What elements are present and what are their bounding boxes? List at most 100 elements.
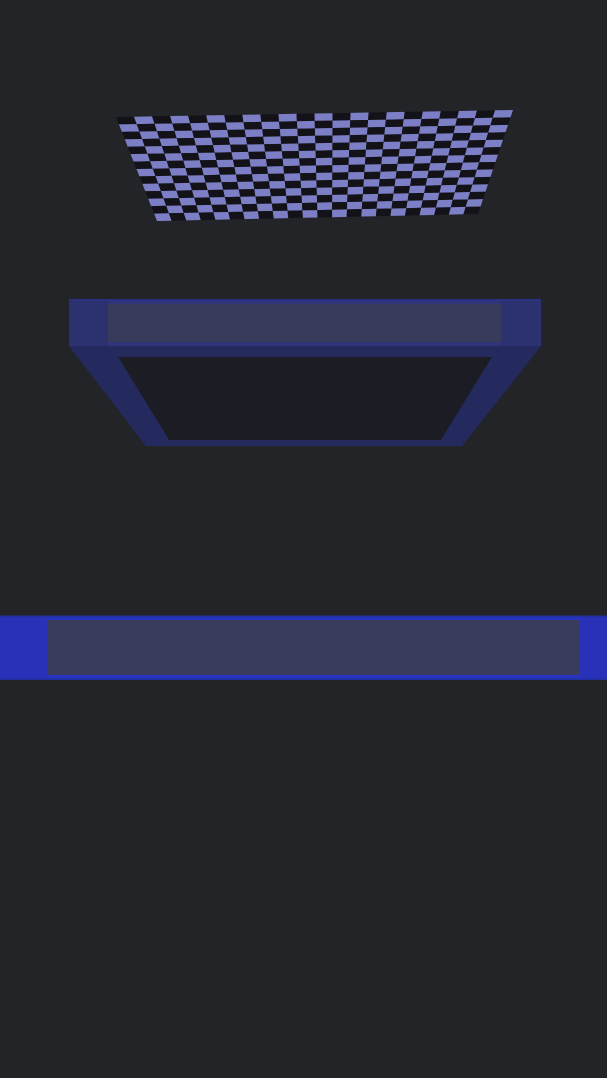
checker-cell [361,201,378,210]
checker-cell [485,132,506,140]
upper-frame-right-post [501,300,541,346]
checker-cell [242,114,262,123]
lower-frame[interactable] [0,615,607,680]
checker-cell [170,115,191,124]
checker-cell [176,190,195,199]
checker-cell [350,112,369,121]
checker-cell [152,168,172,177]
checker-cell [385,111,405,120]
checker-cell [466,140,486,148]
checker-cell [444,162,463,171]
checker-cell [280,136,299,144]
checker-cell [269,181,286,189]
checkerboard-plane[interactable] [116,110,513,221]
checker-cell [133,161,153,169]
checker-cell [472,117,493,126]
checker-cell [256,203,273,212]
checker-cell [425,177,443,186]
checker-cell [332,135,350,143]
checker-cell [268,173,285,182]
checker-cell [415,148,434,157]
checker-cell [209,197,227,205]
checker-cell [166,205,184,214]
checker-cell [376,201,393,209]
checker-cell [419,126,438,134]
checker-cell [332,142,350,151]
checker-cell [298,143,316,151]
checker-cell [172,123,193,131]
checker-cell [163,198,182,206]
checker-cell [395,171,413,179]
lower-frame-inner-panel [47,620,579,675]
checker-cell [385,119,404,128]
checker-cell [348,149,366,158]
checker-cell [249,159,267,167]
checker-cell [474,169,493,178]
checker-cell [316,165,333,173]
checker-cell [228,211,245,220]
checker-cell [266,158,284,167]
checker-cell [470,184,488,192]
checker-cell [159,138,179,147]
checker-cell [364,164,382,172]
checker-cell [396,163,414,172]
checker-cell [148,198,167,207]
checker-cell [347,201,363,210]
checker-cell [397,156,416,164]
checker-cell [316,172,333,181]
checker-cell [332,164,349,173]
upper-frame[interactable] [69,299,541,446]
checker-cell [254,188,271,197]
checker-cell [225,122,245,130]
upper-frame-left-slope [69,346,169,446]
checker-cell [410,178,428,186]
checker-cell [408,185,426,194]
checker-cell [382,149,400,157]
checker-cell [413,155,432,164]
checker-cell [223,189,241,198]
checker-cell [464,147,484,156]
checker-cell [151,205,169,214]
checker-cell [332,120,351,128]
checker-cell [476,162,496,170]
checker-cell [261,121,280,130]
checker-cell [253,181,270,190]
checker-cell [243,121,263,130]
checker-cell [349,142,367,150]
checker-cell [240,196,257,205]
checker-cell [431,148,451,156]
checker-cell [297,128,316,137]
checker-cell [394,178,412,187]
checker-cell [221,181,239,190]
checker-cell [434,207,451,215]
checker-cell [255,196,272,204]
checker-cell [433,140,452,149]
checker-cell [316,180,333,188]
checker-cell [453,125,473,134]
checker-cell [228,137,248,145]
checker-cell [171,175,190,184]
checker-cell [209,129,229,138]
checker-cell [467,191,486,200]
checker-cell [411,170,429,179]
checker-cell [183,160,202,168]
checker-cell [462,154,482,163]
checker-cell [227,129,246,138]
checker-cell [439,184,457,193]
checker-cell [375,208,392,217]
checker-cell [271,203,288,211]
checker-cell [263,136,282,145]
checker-cell [390,208,407,216]
checker-cell [136,168,156,177]
checker-cell [281,151,300,159]
checker-cell [348,164,365,173]
checker-cell [315,142,333,151]
checker-cell [201,167,220,176]
checker-cell [192,190,210,198]
checker-cell [367,127,386,135]
checker-cell [187,175,206,183]
checker-cell [316,194,333,203]
checker-cell [403,111,423,120]
checker-cell [176,138,196,146]
